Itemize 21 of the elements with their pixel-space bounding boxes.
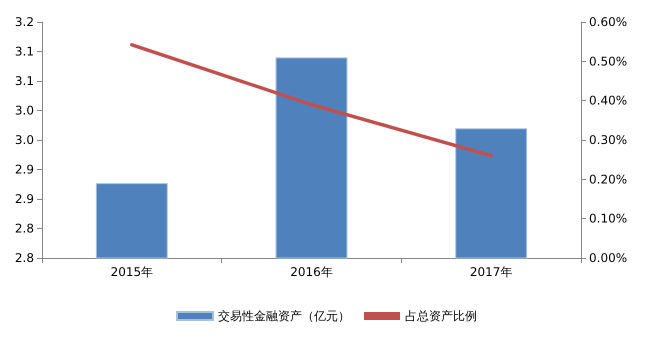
y-tick-label: 2.9 bbox=[14, 162, 34, 176]
y2-tick-label: 0.10% bbox=[589, 212, 628, 226]
y-tick-label: 3.2 bbox=[14, 15, 34, 29]
legend-label: 占总资产比例 bbox=[405, 309, 477, 323]
y2-tick-label: 0.30% bbox=[589, 133, 628, 147]
x-tick-label: 2017年 bbox=[470, 265, 512, 279]
y-tick-label: 2.9 bbox=[14, 192, 34, 206]
y-tick-label: 2.8 bbox=[14, 251, 34, 265]
y-tick-label: 3.0 bbox=[14, 104, 34, 118]
x-tick-label: 2015年 bbox=[110, 265, 154, 279]
y2-tick-label: 0.00% bbox=[589, 251, 628, 265]
y-tick-label: 3.0 bbox=[14, 133, 34, 147]
y-tick-label: 3.1 bbox=[14, 44, 34, 58]
y2-tick-label: 0.40% bbox=[589, 94, 628, 108]
y2-tick-label: 0.50% bbox=[589, 54, 628, 68]
x-tick-label: 2016年 bbox=[290, 265, 333, 279]
y-tick-label: 2.8 bbox=[14, 222, 34, 236]
y-tick-label: 3.1 bbox=[14, 74, 34, 88]
y2-tick-label: 0.20% bbox=[589, 172, 628, 186]
y2-tick-label: 0.60% bbox=[589, 15, 628, 29]
legend-label: 交易性金融资产（亿元） bbox=[218, 309, 350, 323]
